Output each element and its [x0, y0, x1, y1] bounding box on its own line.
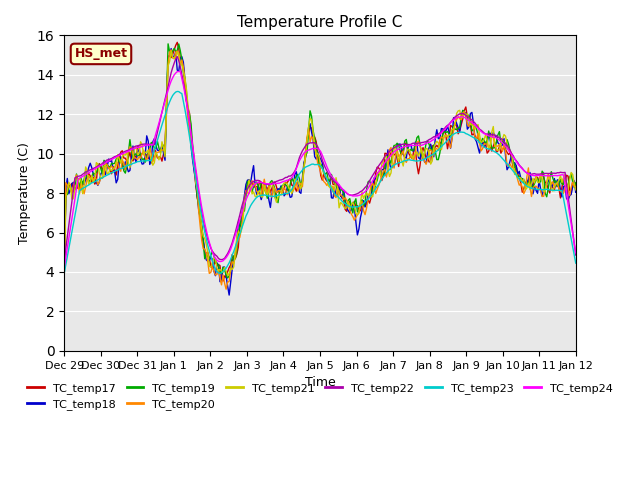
- TC_temp18: [488, 134, 495, 140]
- TC_temp18: [482, 142, 490, 147]
- TC_temp22: [486, 132, 494, 137]
- TC_temp18: [175, 68, 182, 74]
- TC_temp19: [164, 41, 172, 47]
- Legend: TC_temp17, TC_temp18, TC_temp19, TC_temp20, TC_temp21, TC_temp22, TC_temp23, TC_: TC_temp17, TC_temp18, TC_temp19, TC_temp…: [23, 378, 617, 415]
- TC_temp19: [214, 263, 222, 268]
- Line: TC_temp22: TC_temp22: [64, 57, 576, 260]
- Line: TC_temp20: TC_temp20: [64, 50, 576, 289]
- X-axis label: Time: Time: [305, 376, 335, 389]
- TC_temp17: [175, 47, 182, 52]
- TC_temp20: [572, 184, 580, 190]
- TC_temp20: [60, 266, 68, 272]
- TC_temp20: [351, 217, 358, 223]
- TC_temp18: [167, 46, 175, 51]
- TC_temp23: [214, 270, 222, 276]
- TC_temp22: [67, 210, 74, 216]
- TC_temp24: [480, 131, 488, 136]
- TC_temp20: [488, 133, 495, 139]
- Title: Temperature Profile C: Temperature Profile C: [237, 15, 403, 30]
- Line: TC_temp24: TC_temp24: [64, 72, 576, 267]
- TC_temp24: [486, 133, 494, 139]
- TC_temp21: [214, 268, 222, 274]
- TC_temp20: [175, 53, 182, 59]
- TC_temp18: [351, 204, 358, 210]
- TC_temp17: [482, 141, 490, 146]
- TC_temp18: [225, 292, 233, 298]
- TC_temp19: [482, 141, 490, 146]
- TC_temp19: [572, 180, 580, 185]
- TC_temp19: [60, 266, 68, 272]
- TC_temp24: [67, 226, 74, 231]
- TC_temp23: [351, 204, 358, 210]
- TC_temp17: [173, 39, 181, 45]
- TC_temp22: [175, 58, 182, 64]
- TC_temp23: [216, 271, 224, 276]
- TC_temp21: [167, 48, 175, 54]
- TC_temp22: [173, 54, 181, 60]
- TC_temp22: [572, 252, 580, 258]
- TC_temp24: [173, 69, 181, 74]
- TC_temp19: [67, 185, 74, 191]
- TC_temp24: [214, 258, 222, 264]
- TC_temp23: [60, 270, 68, 276]
- TC_temp23: [482, 145, 490, 151]
- TC_temp18: [572, 190, 580, 195]
- TC_temp20: [214, 267, 222, 273]
- TC_temp17: [488, 148, 495, 154]
- TC_temp22: [214, 255, 222, 261]
- TC_temp24: [175, 69, 182, 74]
- TC_temp17: [572, 183, 580, 189]
- TC_temp24: [349, 193, 356, 199]
- TC_temp23: [67, 238, 74, 244]
- TC_temp21: [488, 129, 495, 135]
- TC_temp17: [351, 199, 358, 204]
- TC_temp17: [67, 183, 74, 189]
- TC_temp22: [60, 257, 68, 263]
- TC_temp22: [349, 192, 356, 198]
- TC_temp23: [173, 89, 181, 95]
- Y-axis label: Temperature (C): Temperature (C): [18, 142, 31, 244]
- TC_temp19: [351, 200, 358, 205]
- TC_temp18: [214, 262, 222, 268]
- TC_temp17: [220, 278, 227, 284]
- TC_temp19: [488, 145, 495, 151]
- TC_temp23: [572, 260, 580, 266]
- TC_temp21: [572, 187, 580, 193]
- TC_temp19: [175, 41, 182, 47]
- Line: TC_temp17: TC_temp17: [64, 42, 576, 281]
- TC_temp19: [224, 275, 232, 281]
- Text: HS_met: HS_met: [74, 48, 127, 60]
- TC_temp21: [224, 273, 232, 278]
- TC_temp23: [488, 147, 495, 153]
- TC_temp20: [67, 185, 74, 191]
- TC_temp18: [60, 272, 68, 278]
- TC_temp18: [67, 187, 74, 192]
- Line: TC_temp21: TC_temp21: [64, 51, 576, 276]
- TC_temp20: [222, 286, 230, 292]
- TC_temp17: [214, 262, 222, 267]
- TC_temp24: [572, 250, 580, 256]
- TC_temp21: [482, 132, 490, 138]
- TC_temp21: [67, 182, 74, 188]
- TC_temp20: [482, 141, 490, 147]
- TC_temp23: [175, 89, 182, 95]
- TC_temp22: [480, 130, 488, 136]
- Line: TC_temp19: TC_temp19: [64, 44, 576, 278]
- Line: TC_temp23: TC_temp23: [64, 92, 576, 274]
- Line: TC_temp18: TC_temp18: [64, 48, 576, 295]
- TC_temp21: [351, 204, 358, 209]
- TC_temp24: [60, 264, 68, 270]
- TC_temp21: [175, 50, 182, 56]
- TC_temp21: [60, 270, 68, 276]
- TC_temp20: [167, 47, 175, 53]
- TC_temp17: [60, 273, 68, 279]
